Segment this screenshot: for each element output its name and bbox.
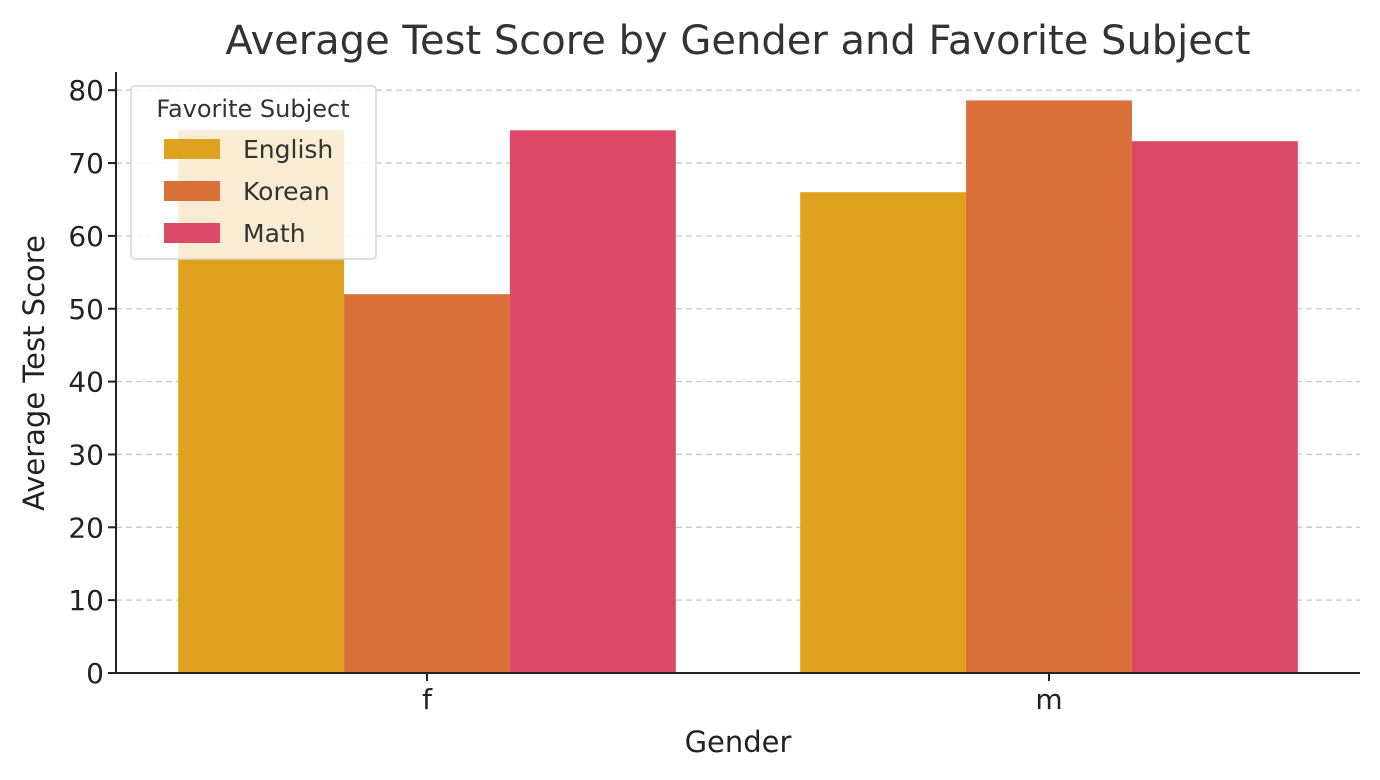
legend: Favorite Subject English Korean Math xyxy=(130,85,377,260)
gridlines xyxy=(116,89,1360,601)
legend-items: English Korean Math xyxy=(164,135,333,248)
bar-korean-f xyxy=(344,294,510,673)
bar-korean-m xyxy=(966,100,1132,674)
bar-math-f xyxy=(509,130,676,673)
legend-label-english: English xyxy=(243,135,333,164)
y-tick-label: 40 xyxy=(68,366,104,399)
legend-swatch-korean xyxy=(164,181,220,201)
y-tick-label: 10 xyxy=(68,584,104,617)
y-tick-label: 30 xyxy=(68,438,104,471)
legend-label-math: Math xyxy=(243,219,306,248)
chart-title: Average Test Score by Gender and Favorit… xyxy=(225,18,1250,64)
x-tick-label: m xyxy=(1035,683,1062,716)
y-axis-label: Average Test Score xyxy=(17,235,51,511)
legend-frame xyxy=(130,85,377,260)
legend-swatch-math xyxy=(164,223,220,243)
y-tick-label: 80 xyxy=(68,74,104,107)
y-tick-label: 20 xyxy=(68,511,104,544)
x-tick-label: f xyxy=(422,683,433,716)
legend-title: Favorite Subject xyxy=(156,95,349,123)
y-tick-label: 60 xyxy=(68,220,104,253)
y-axis-ticks: 0 10 20 30 40 50 60 70 80 xyxy=(68,74,116,690)
bar-math-m xyxy=(1131,141,1298,673)
y-tick-label: 50 xyxy=(68,293,104,326)
legend-swatch-english xyxy=(164,139,220,159)
bar-english-m xyxy=(800,192,967,673)
x-axis-label: Gender xyxy=(685,725,792,759)
bars xyxy=(178,100,1298,674)
y-tick-label: 70 xyxy=(68,147,104,180)
y-tick-label: 0 xyxy=(86,657,104,690)
legend-label-korean: Korean xyxy=(243,177,330,206)
